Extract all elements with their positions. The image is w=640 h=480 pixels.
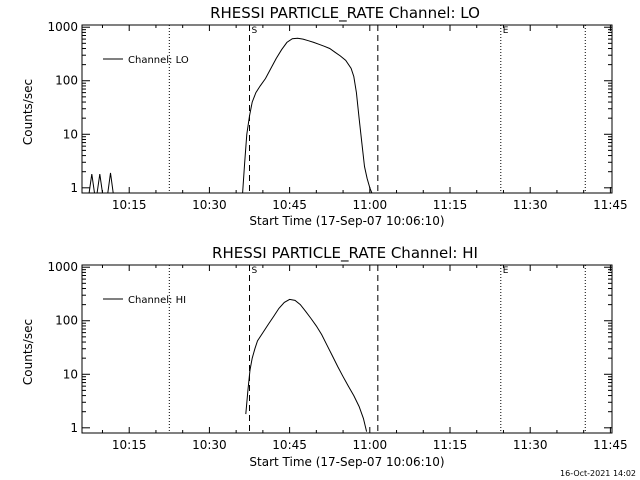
y-tick-label: 100 <box>55 314 78 328</box>
x-tick-label: 11:30 <box>513 438 548 452</box>
chart-panel-hi: RHESSI PARTICLE_RATE Channel: HI Counts/… <box>21 244 628 469</box>
event-marker-label: S <box>252 26 258 36</box>
y-tick-label: 1 <box>70 181 78 195</box>
y-tick-label: 1000 <box>47 260 78 274</box>
y-tick-label: 10 <box>63 367 78 381</box>
chart-title: RHESSI PARTICLE_RATE Channel: LO <box>210 4 480 23</box>
y-tick-label: 1000 <box>47 20 78 34</box>
x-tick-label: 11:00 <box>353 198 388 212</box>
event-marker-label: E <box>503 26 509 36</box>
series-line <box>88 37 375 194</box>
x-axis-label: Start Time (17-Sep-07 10:06:10) <box>249 455 444 469</box>
x-tick-label: 10:30 <box>192 438 227 452</box>
y-tick-label: 10 <box>63 127 78 141</box>
plot-frame <box>81 24 613 194</box>
chart-marks: 10:15 10:30 10:45 11:00 11:15 11:30 11:45 1 10 10… <box>47 20 627 212</box>
x-axis-label: Start Time (17-Sep-07 10:06:10) <box>249 214 444 228</box>
x-tick-label: 10:30 <box>192 198 227 212</box>
timestamp-stamp: 16-Oct-2021 14:02 <box>560 469 636 478</box>
x-tick-label: 11:30 <box>513 198 548 212</box>
series-line <box>245 298 368 432</box>
x-tick-label: 10:45 <box>272 198 307 212</box>
legend-label: Channel: HI <box>128 295 186 306</box>
event-marker-label: S <box>252 266 258 276</box>
y-axis-label: Counts/sec <box>21 79 35 145</box>
y-tick-label: 1 <box>70 421 78 435</box>
x-tick-label: 11:45 <box>593 198 628 212</box>
x-tick-label: 10:15 <box>112 438 147 452</box>
x-tick-label: 10:15 <box>112 198 147 212</box>
event-marker-label: E <box>503 266 509 276</box>
y-tick-label: 100 <box>55 74 78 88</box>
y-axis-label: Counts/sec <box>21 319 35 385</box>
x-tick-label: 11:15 <box>433 198 468 212</box>
x-tick-label: 11:45 <box>593 438 628 452</box>
legend-label: Channel: LO <box>128 55 189 66</box>
plot-frame <box>81 264 613 434</box>
chart-panel-lo: RHESSI PARTICLE_RATE Channel: LO Counts/… <box>21 4 628 228</box>
x-tick-label: 11:15 <box>433 438 468 452</box>
x-tick-label: 11:00 <box>353 438 388 452</box>
x-tick-label: 10:45 <box>272 438 307 452</box>
chart-title: RHESSI PARTICLE_RATE Channel: HI <box>212 244 478 263</box>
chart-marks: 10:15 10:30 10:45 11:00 11:15 11:30 11:45 1 10 10… <box>47 260 627 452</box>
